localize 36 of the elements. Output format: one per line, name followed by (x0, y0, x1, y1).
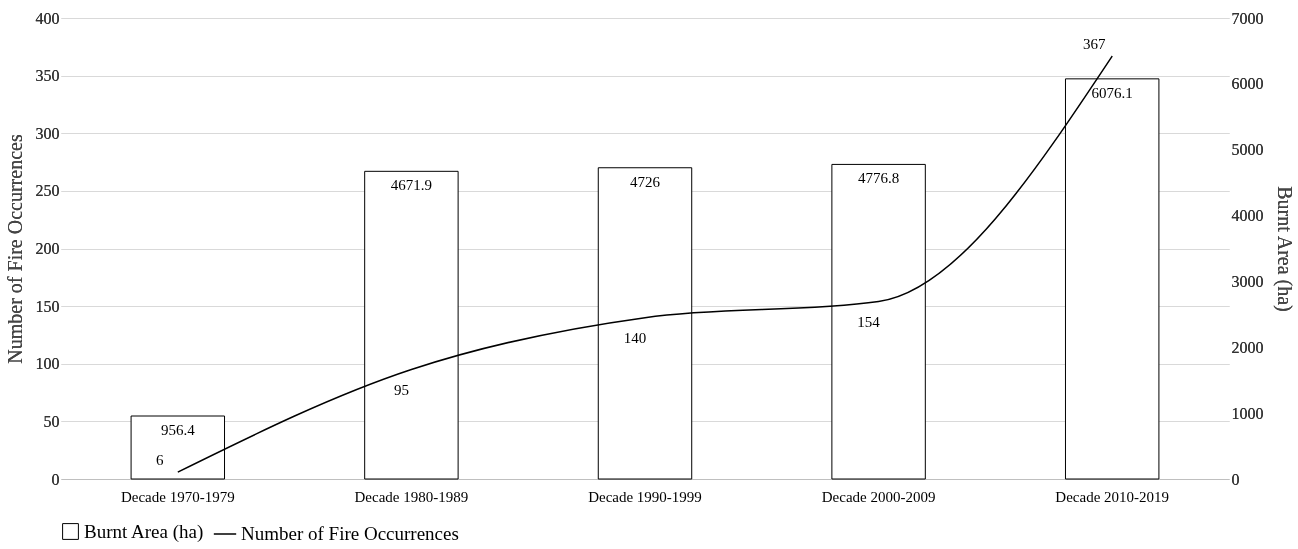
data-label: 4776.8 (857, 170, 900, 187)
data-label: 6 (156, 452, 165, 469)
data-label: 4671.9 (390, 177, 433, 194)
y2-tick-label: 0 (1231, 470, 1240, 488)
y2-tick-label: 6000 (1231, 75, 1264, 93)
x-tick-label: Decade 2010-2019 (1055, 488, 1170, 505)
y2-axis-title: Burnt Area (ha) (1272, 186, 1296, 312)
x-tick-label: Decade 2000-2009 (821, 488, 936, 505)
data-label: 6076.1 (1091, 84, 1133, 101)
y-tick-label: 400 (35, 9, 60, 27)
x-tick-label: Decade 1980-1989 (354, 488, 469, 505)
y-tick-label: 250 (35, 182, 60, 200)
data-label: 140 (623, 329, 647, 346)
y-axis-title: Number of Fire Occurrences (3, 134, 26, 364)
x-tick-label: Decade 1970-1979 (120, 488, 235, 505)
x-tick-label: Decade 1990-1999 (588, 488, 702, 505)
y2-tick-label: 7000 (1231, 9, 1264, 27)
y-tick-label: 300 (35, 124, 60, 142)
data-label: 95 (393, 381, 409, 398)
y-tick-label: 150 (35, 297, 60, 315)
data-label: 154 (857, 313, 881, 330)
y-tick-label: 100 (35, 355, 60, 373)
y-tick-label: 0 (51, 470, 60, 488)
y2-tick-label: 3000 (1231, 272, 1264, 290)
y-tick-label: 50 (43, 412, 60, 430)
y2-tick-label: 1000 (1231, 404, 1264, 422)
y2-tick-label: 4000 (1231, 207, 1264, 225)
legend-label: Burnt Area (ha) (84, 520, 204, 543)
y2-tick-label: 5000 (1231, 141, 1264, 159)
data-label: 956.4 (160, 422, 196, 439)
data-label: 367 (1082, 36, 1106, 53)
y2-tick-label: 2000 (1231, 338, 1264, 356)
y-tick-label: 350 (35, 67, 60, 85)
y-tick-label: 200 (35, 240, 60, 257)
legend-label: Number of Fire Occurrences (241, 523, 459, 544)
data-label: 4726 (630, 173, 661, 190)
